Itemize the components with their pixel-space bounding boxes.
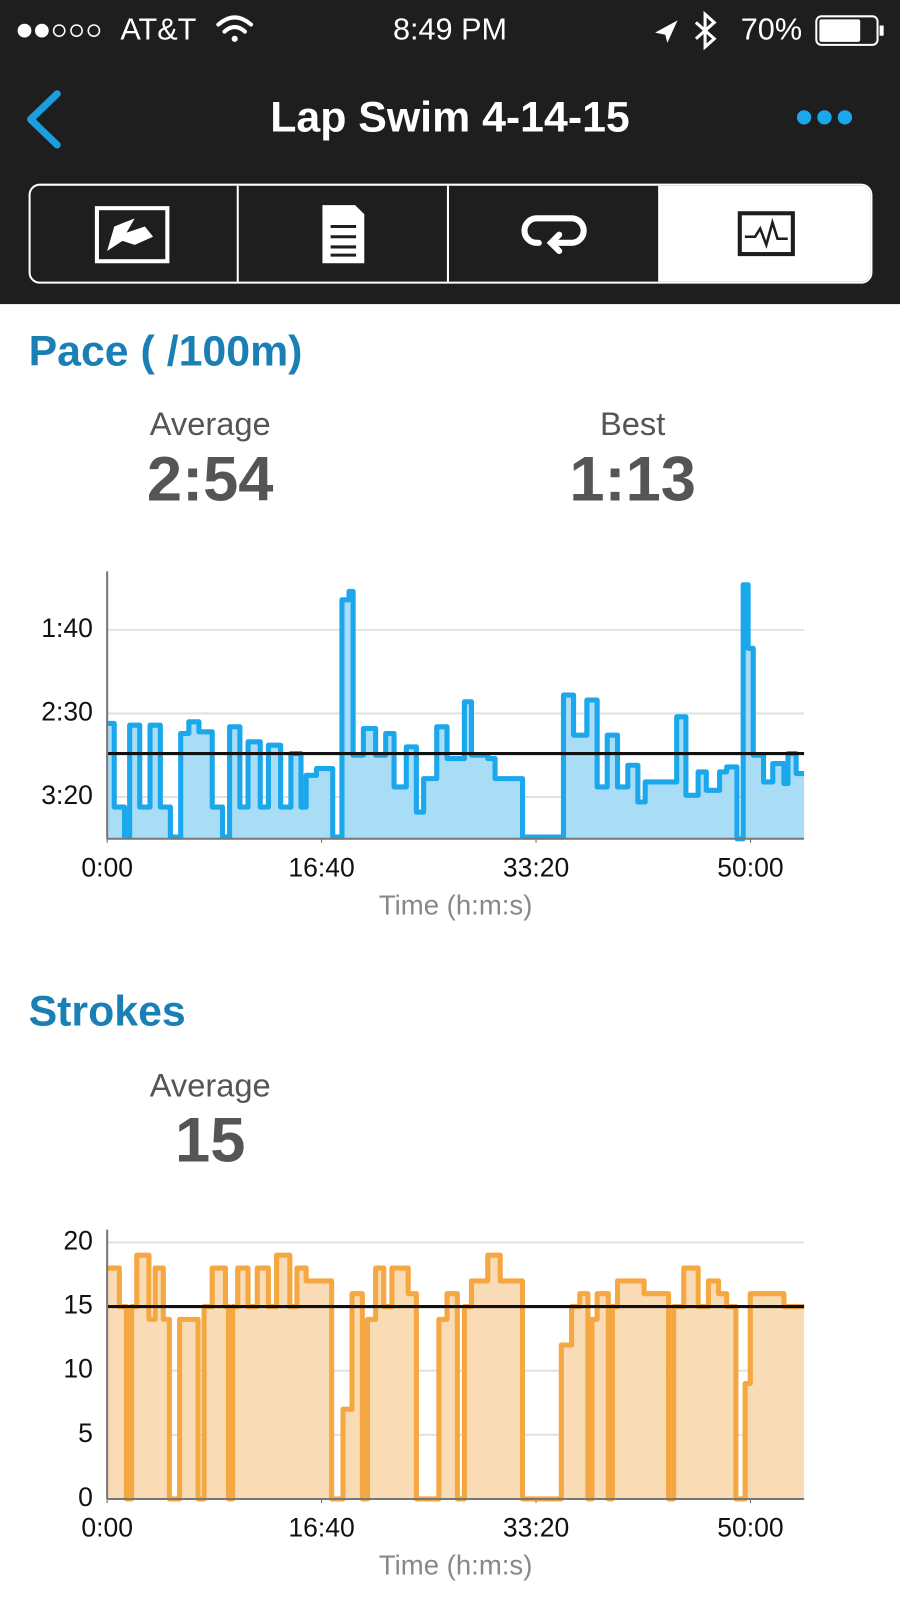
x-tick-label: 33:20: [503, 852, 569, 882]
tab-charts[interactable]: [737, 211, 795, 257]
x-tick-label: 50:00: [717, 852, 783, 882]
battery-percent: 70%: [741, 13, 802, 47]
tab-laps[interactable]: [521, 215, 587, 255]
y-tick-label: 3:20: [41, 780, 93, 810]
x-axis-label: Time (h:m:s): [379, 1550, 533, 1581]
x-tick-label: 33:20: [503, 1513, 569, 1543]
stat-label: Best: [600, 405, 665, 442]
tab-active[interactable]: [658, 185, 871, 282]
stat-label: Average: [150, 1066, 271, 1103]
y-tick-label: 15: [63, 1290, 93, 1320]
line: [107, 582, 805, 842]
page-title: Lap Swim 4-14-15: [270, 94, 630, 142]
location-icon: [655, 20, 678, 43]
tab-details[interactable]: [322, 205, 365, 264]
wifi-icon: [216, 15, 254, 42]
x-tick-label: 0:00: [81, 852, 133, 882]
carrier: AT&T: [120, 13, 196, 47]
section-heading: Strokes: [29, 988, 186, 1036]
y-tick-label: 20: [63, 1225, 93, 1255]
x-axis-label: Time (h:m:s): [379, 889, 533, 920]
x-tick-label: 0:00: [81, 1513, 133, 1543]
y-tick-label: 0: [78, 1482, 93, 1512]
section-heading: Pace ( /100m): [29, 327, 303, 375]
x-tick-label: 16:40: [288, 852, 354, 882]
bluetooth-icon: [694, 10, 717, 51]
signal: [17, 23, 101, 38]
more-button[interactable]: [796, 110, 853, 125]
y-tick-label: 1:40: [41, 613, 93, 643]
back-button[interactable]: [27, 90, 61, 149]
y-tick-label: 10: [63, 1354, 93, 1384]
clock: 8:49 PM: [393, 13, 507, 47]
y-tick-label: 2:30: [41, 696, 93, 726]
x-tick-label: 50:00: [717, 1513, 783, 1543]
stat-value: 2:54: [147, 444, 274, 514]
battery-icon: [815, 15, 884, 46]
stat-value: 1:13: [569, 444, 696, 514]
stat-value: 15: [175, 1106, 245, 1176]
stat-label: Average: [150, 405, 271, 442]
tab-bar: [28, 183, 873, 284]
tab-map[interactable]: [94, 206, 170, 264]
y-tick-label: 5: [78, 1418, 93, 1448]
x-tick-label: 16:40: [288, 1513, 354, 1543]
